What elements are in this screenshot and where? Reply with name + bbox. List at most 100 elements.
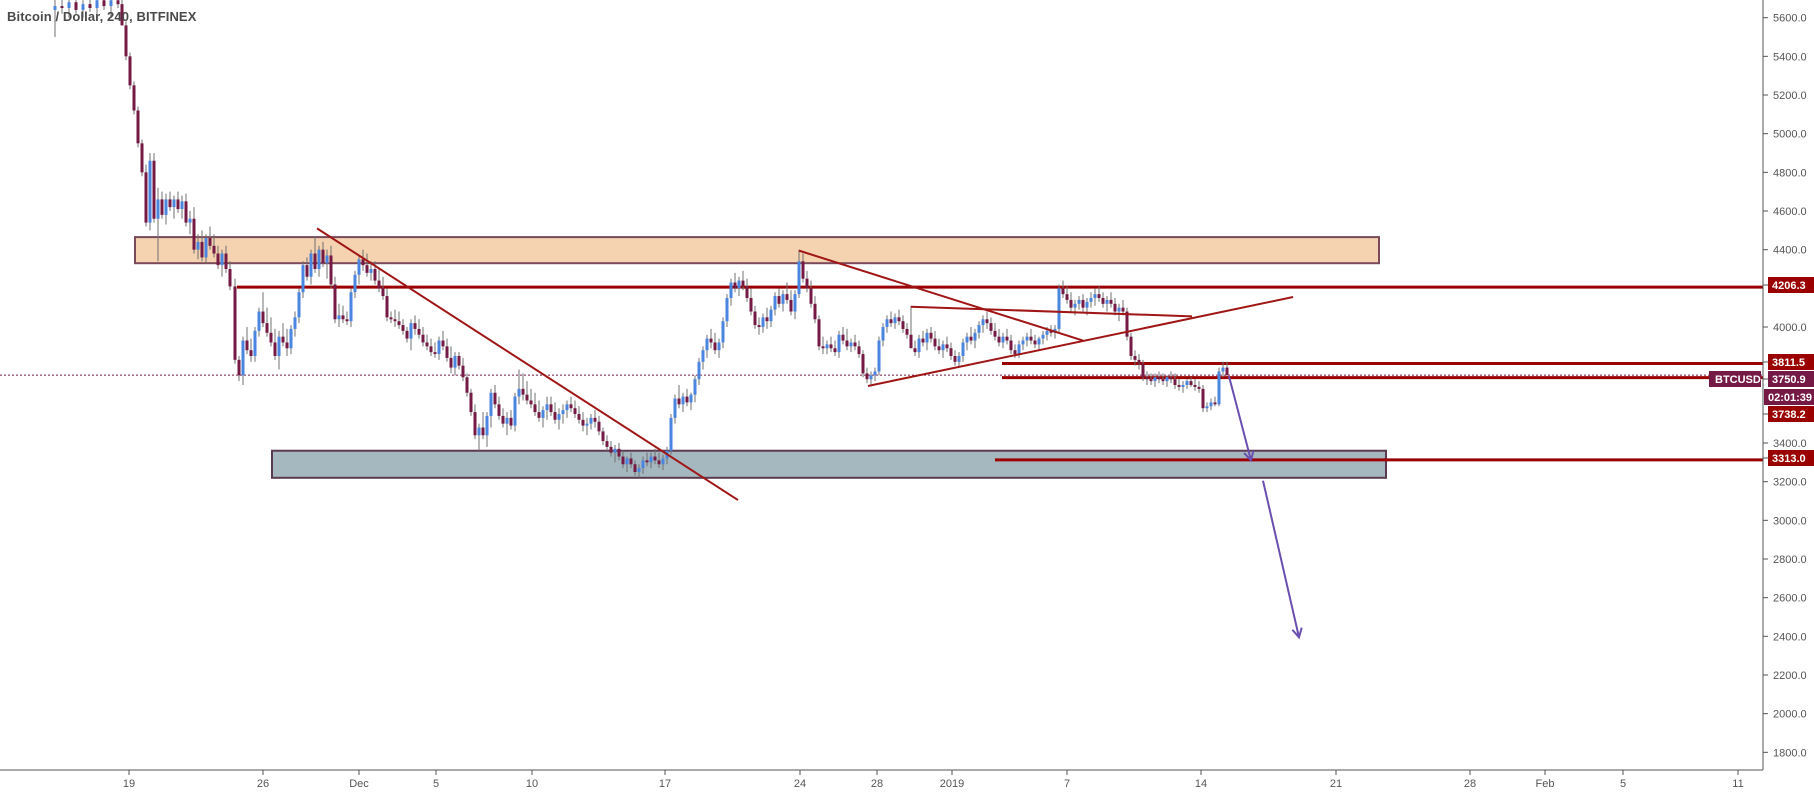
candle-bear (1113, 303, 1117, 312)
candle-bear (1129, 336, 1133, 356)
time-tick-label: 19 (123, 778, 135, 790)
candle-bear (168, 199, 172, 208)
candle-bear (969, 336, 973, 341)
price-tick-label: 2200.0 (1773, 670, 1807, 682)
time-axis[interactable]: 19 26 Dec 5 10 17 24 28 2019 7 14 21 28 Feb 5 11 (0, 769, 1763, 790)
candle-bear (801, 261, 805, 279)
candle-bear (305, 265, 309, 277)
horizontal-levels-layer (237, 285, 1763, 462)
candle-bull (673, 398, 677, 418)
downtrend-1-line[interactable] (316, 227, 739, 501)
price-label-level (1768, 354, 1814, 370)
candle-bear (136, 110, 140, 144)
candle-bear (401, 325, 405, 331)
candle-bear (441, 340, 445, 347)
candle-bear (597, 421, 601, 432)
candle-bear (865, 373, 869, 380)
candle-bull (793, 294, 797, 312)
triangle-top-line[interactable] (910, 305, 1193, 318)
candle-bear (116, 0, 120, 5)
candle-bear (753, 311, 757, 326)
candle-bear (445, 346, 449, 358)
time-tick-label: 21 (1330, 778, 1342, 790)
candle-bear (176, 199, 180, 210)
candle-bear (88, 4, 92, 9)
candle-bear (152, 160, 156, 219)
candle-bear (228, 269, 232, 287)
candle-bull (957, 355, 961, 362)
candle-bear (733, 282, 737, 289)
candle-bear (1177, 384, 1181, 387)
downtrend-2-line[interactable] (798, 249, 1084, 342)
candle-bull (981, 319, 985, 326)
candle-bull (81, 4, 85, 10)
candle-bear (421, 334, 425, 343)
candle-bear (997, 336, 1001, 343)
candle-bear (937, 346, 941, 351)
candle-bear (509, 417, 513, 426)
arrowhead-icon (1243, 450, 1255, 463)
candle-bear (1069, 299, 1073, 308)
candle-bear (901, 321, 905, 329)
candle-bear (461, 365, 465, 378)
candle-bull (164, 199, 168, 215)
candle-bear (757, 325, 761, 327)
candle-bull (1185, 381, 1189, 385)
candle-bull (204, 238, 208, 258)
projection-arrow-2[interactable] (1262, 480, 1300, 638)
candle-bull (1181, 384, 1185, 387)
candle-bear (120, 4, 124, 26)
price-tick-label: 1800.0 (1773, 747, 1807, 759)
candle-bull (669, 417, 673, 451)
candle-bear (593, 417, 597, 422)
candle-bull (349, 292, 353, 322)
candle-bear (713, 342, 717, 351)
candle-bear (529, 400, 533, 405)
projection-arrow-1[interactable] (1228, 376, 1252, 461)
time-tick-label: 17 (659, 778, 671, 790)
candle-bull (1153, 377, 1157, 382)
candle-bull (109, 0, 113, 7)
candle-bear (533, 404, 537, 413)
candle-bull (925, 332, 929, 343)
projection-arrows-layer (1228, 376, 1303, 640)
candle-bear (1169, 377, 1173, 380)
candle-bull (613, 448, 617, 453)
price-label-text: 4206.3 (1772, 280, 1806, 292)
price-label-current (1768, 371, 1814, 387)
candle-bear (609, 446, 613, 453)
price-tick-label: 4600.0 (1773, 206, 1807, 218)
triangle-bottom-line[interactable] (867, 296, 1294, 387)
candle-bull (357, 259, 361, 275)
candle-bear (377, 280, 381, 289)
price-label-level (1768, 406, 1814, 422)
candle-bull (257, 311, 261, 331)
candle-bear (861, 354, 865, 374)
time-tick-label: 10 (526, 778, 538, 790)
candle-bear (397, 321, 401, 326)
candle-bear (629, 458, 633, 465)
candle-bear (361, 259, 365, 266)
candle-bull (53, 6, 57, 10)
candle-bear (685, 396, 689, 403)
candle-bear (1193, 384, 1197, 387)
candle-bear (905, 328, 909, 335)
candle-bear (224, 253, 228, 270)
price-tick-label: 2400.0 (1773, 631, 1807, 643)
candle-bear (192, 218, 196, 250)
resistance-zone[interactable] (134, 236, 1380, 265)
candle-bear (821, 346, 825, 349)
price-tick-label: 5400.0 (1773, 51, 1807, 63)
candle-bear (1225, 367, 1229, 376)
candle-bull (877, 340, 881, 372)
candle-bull (625, 458, 629, 465)
candle-bull (289, 328, 293, 349)
candle-bear (102, 0, 106, 7)
candle-bull (220, 253, 224, 266)
candle-bull (557, 413, 561, 420)
candle-bear (1149, 379, 1153, 382)
price-labels: 4206.3 3811.5 3750.9 BTCUSD 02:01:39 3738.2 33… (1709, 277, 1814, 466)
support-zone[interactable] (271, 449, 1387, 479)
candle-bull (1025, 336, 1029, 341)
